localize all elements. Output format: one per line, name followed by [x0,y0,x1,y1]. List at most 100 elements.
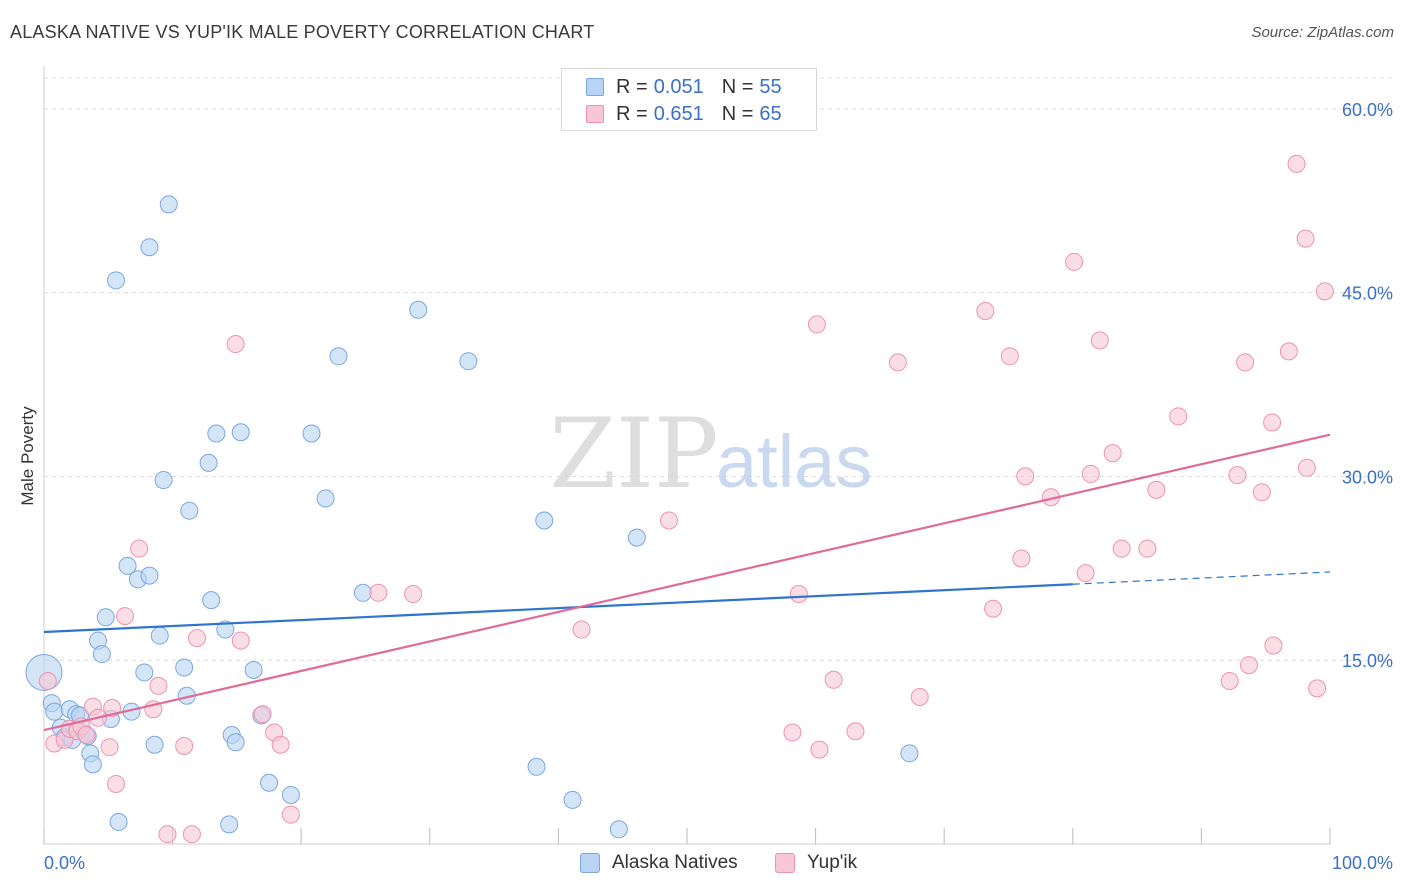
point-yupik [369,583,388,602]
point-yupik [100,738,119,757]
point-yupik [1264,636,1283,655]
legend-row-alaska: R = 0.051 N = 55 [586,75,782,99]
point-yupik [1315,282,1334,301]
legend-label: Alaska Natives [612,852,738,873]
legend-swatch-pink [586,105,604,123]
point-alaska-natives [118,556,137,575]
legend-n-value: 55 [759,75,782,98]
series-legend: Alaska Natives Yup'ik [0,852,1406,878]
point-yupik [1169,407,1188,426]
point-yupik [1308,679,1327,698]
point-alaska-natives [175,658,194,677]
point-yupik [1296,229,1315,248]
point-alaska-natives [231,423,250,442]
point-yupik [1263,413,1282,432]
legend-row-yupik: R = 0.651 N = 65 [586,102,782,126]
series-yupik [38,154,1334,844]
axes [43,66,1331,845]
point-alaska-natives [226,733,245,752]
point-yupik [789,585,808,604]
legend-n-label: N = [721,102,754,125]
point-alaska-natives [207,424,226,443]
point-alaska-natives [150,626,169,645]
y-tick-label: 60.0% [1342,100,1393,120]
point-yupik [1000,347,1019,366]
point-yupik [226,335,245,354]
y-axis-title: Male Poverty [18,406,37,506]
point-yupik [1065,252,1084,271]
trend-line-yupik [43,433,1331,732]
point-alaska-natives [199,453,218,472]
point-yupik [810,740,829,759]
legend-r-value: 0.051 [653,75,704,98]
point-yupik [1138,539,1157,558]
legend-swatch-blue [580,853,600,873]
point-alaska-natives [140,566,159,585]
point-yupik [1016,467,1035,486]
point-yupik [1147,480,1166,499]
legend-n-value: 65 [759,102,782,125]
point-yupik [231,631,250,650]
point-yupik [77,725,96,744]
point-yupik [281,805,300,824]
point-alaska-natives [459,352,478,371]
point-yupik [783,723,802,742]
point-alaska-natives [45,702,64,721]
point-yupik [107,774,126,793]
point-alaska-natives [154,471,173,490]
point-alaska-natives [159,195,178,214]
point-yupik [158,825,177,844]
legend-n-label: N = [721,75,754,98]
point-alaska-natives [244,660,263,679]
point-yupik [116,607,135,626]
point-alaska-natives [180,501,199,520]
point-yupik [824,670,843,689]
point-yupik [1090,331,1109,350]
point-yupik [182,825,201,844]
tick-labels: 15.0% 30.0% 45.0% 60.0% 0.0% 100.0% [44,100,1393,873]
correlation-legend: R = 0.051 N = 55 R = 0.651 N = 65 [561,68,817,131]
point-yupik [1228,466,1247,485]
point-yupik [175,736,194,755]
point-yupik [1081,464,1100,483]
point-yupik [1103,444,1122,463]
point-alaska-natives [220,815,239,834]
point-alaska-natives [900,744,919,763]
y-tick-label: 30.0% [1342,467,1393,487]
gridlines [44,77,1394,661]
point-yupik [188,629,207,648]
point-yupik [38,672,57,691]
point-alaska-natives [281,785,300,804]
legend-swatch-blue [586,78,604,96]
legend-label: Yup'ik [807,852,858,873]
point-alaska-natives [202,591,221,610]
point-alaska-natives [109,812,128,831]
point-yupik [404,585,423,604]
point-yupik [1297,458,1316,477]
legend-item-alaska-natives: Alaska Natives [580,852,738,874]
point-alaska-natives [609,820,628,839]
point-alaska-natives [316,489,335,508]
chart-title: ALASKA NATIVE VS YUP'IK MALE POVERTY COR… [10,22,595,42]
point-yupik [103,698,122,717]
source-label: Source: ZipAtlas.com [1251,24,1394,41]
point-alaska-natives [627,528,646,547]
point-alaska-natives [302,424,321,443]
trend-lines [43,433,1331,732]
point-alaska-natives [140,238,159,257]
point-alaska-natives [96,608,115,627]
point-yupik [807,315,826,334]
point-alaska-natives [107,271,126,290]
point-yupik [976,301,995,320]
point-alaska-natives [135,663,154,682]
point-yupik [130,539,149,558]
legend-item-yupik: Yup'ik [775,852,857,874]
point-yupik [910,687,929,706]
point-yupik [271,735,290,754]
point-yupik [1076,564,1095,583]
watermark-zip: ZIP [549,398,718,510]
point-alaska-natives [92,645,111,664]
point-yupik [888,353,907,372]
y-tick-label: 45.0% [1342,284,1393,304]
legend-r-label: R = [616,75,648,98]
